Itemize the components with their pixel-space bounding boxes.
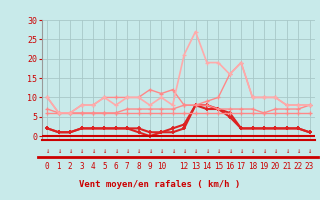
Text: 9: 9: [148, 162, 152, 171]
Text: 19: 19: [259, 162, 268, 171]
Text: ↓: ↓: [308, 148, 312, 154]
Text: ↓: ↓: [205, 148, 209, 154]
Text: ↓: ↓: [228, 148, 232, 154]
Text: 6: 6: [113, 162, 118, 171]
Text: 22: 22: [293, 162, 303, 171]
Text: 17: 17: [236, 162, 246, 171]
Text: ↓: ↓: [79, 148, 84, 154]
Text: 7: 7: [125, 162, 129, 171]
Text: 5: 5: [102, 162, 107, 171]
Text: ↓: ↓: [91, 148, 95, 154]
Text: 13: 13: [191, 162, 200, 171]
Text: ↓: ↓: [125, 148, 129, 154]
Text: 18: 18: [248, 162, 257, 171]
Text: 14: 14: [202, 162, 212, 171]
Text: 23: 23: [305, 162, 314, 171]
Text: 20: 20: [271, 162, 280, 171]
Text: 12: 12: [180, 162, 189, 171]
Text: ↓: ↓: [182, 148, 186, 154]
Text: Vent moyen/en rafales ( km/h ): Vent moyen/en rafales ( km/h ): [79, 180, 241, 189]
Text: ↓: ↓: [262, 148, 266, 154]
Text: ↓: ↓: [148, 148, 152, 154]
Text: ↓: ↓: [171, 148, 175, 154]
Text: ↓: ↓: [273, 148, 277, 154]
Text: ↓: ↓: [193, 148, 198, 154]
Text: ↓: ↓: [57, 148, 61, 154]
Text: 2: 2: [68, 162, 72, 171]
Text: 16: 16: [225, 162, 234, 171]
Text: ↓: ↓: [284, 148, 289, 154]
Text: 8: 8: [136, 162, 141, 171]
Text: 0: 0: [45, 162, 50, 171]
Text: ↓: ↓: [216, 148, 220, 154]
Text: ↓: ↓: [136, 148, 140, 154]
Text: ↓: ↓: [68, 148, 72, 154]
Text: ↓: ↓: [45, 148, 49, 154]
Text: 10: 10: [157, 162, 166, 171]
Text: 21: 21: [282, 162, 291, 171]
Text: ↓: ↓: [250, 148, 255, 154]
Text: ↓: ↓: [102, 148, 107, 154]
Text: ↓: ↓: [159, 148, 164, 154]
Text: 4: 4: [91, 162, 95, 171]
Text: 3: 3: [79, 162, 84, 171]
Text: 1: 1: [56, 162, 61, 171]
Text: ↓: ↓: [114, 148, 118, 154]
Text: ↓: ↓: [239, 148, 243, 154]
Text: ↓: ↓: [296, 148, 300, 154]
Text: 15: 15: [214, 162, 223, 171]
